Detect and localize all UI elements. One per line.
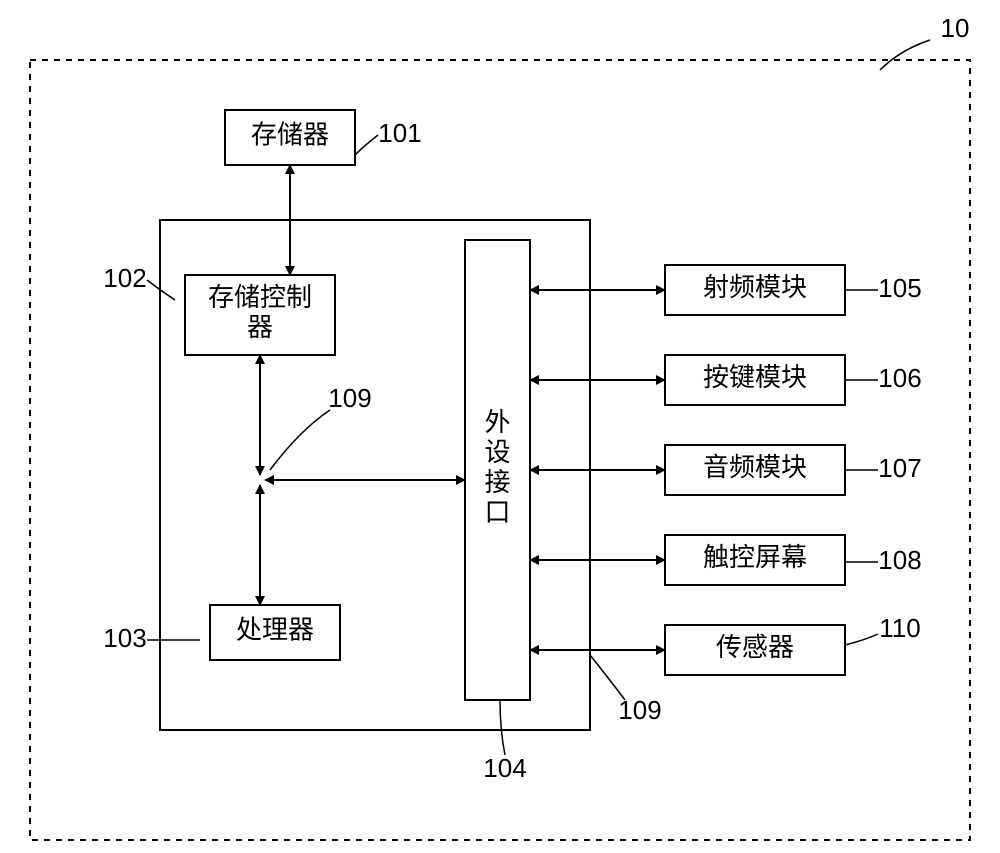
ref-label-r107: 107 xyxy=(878,453,921,483)
ref-label-r103: 103 xyxy=(103,623,146,653)
box-label-memctrl-0: 存储控制 xyxy=(208,283,312,312)
box-touch: 触控屏幕 xyxy=(665,535,845,585)
box-rf: 射频模块 xyxy=(665,265,845,315)
ref-label-r106: 106 xyxy=(878,363,921,393)
leader-r104 xyxy=(500,700,505,755)
box-label-rf-0: 射频模块 xyxy=(703,273,807,302)
ref-label-r101: 101 xyxy=(378,118,421,148)
box-label-periph-1: 设 xyxy=(484,438,510,467)
box-label-periph-3: 口 xyxy=(484,498,510,527)
leader-r109a xyxy=(270,410,330,470)
ref-label-r109a: 109 xyxy=(328,383,371,413)
ref-label-r104: 104 xyxy=(483,753,526,783)
block-diagram: 10 存储器存储控制器处理器 外设接口 射频模块按键模块音频模块触控屏幕传感器 101 1… xyxy=(0,0,1000,853)
box-periph: 外设接口 xyxy=(465,240,530,700)
box-audio: 音频模块 xyxy=(665,445,845,495)
ref-label-r108: 108 xyxy=(878,545,921,575)
box-keys: 按键模块 xyxy=(665,355,845,405)
box-label-keys-0: 按键模块 xyxy=(703,363,807,392)
box-label-periph-0: 外 xyxy=(484,408,510,437)
ref-label-r105: 105 xyxy=(878,273,921,303)
box-label-memctrl-1: 器 xyxy=(247,313,273,342)
box-memctrl: 存储控制器 xyxy=(185,275,335,355)
box-processor: 处理器 xyxy=(210,605,340,660)
leader-10 xyxy=(880,40,930,70)
box-label-memory-0: 存储器 xyxy=(251,120,329,149)
box-label-periph-2: 接 xyxy=(484,468,510,497)
box-label-processor-0: 处理器 xyxy=(236,615,314,644)
ref-label-10: 10 xyxy=(941,13,970,43)
box-sensor: 传感器 xyxy=(665,625,845,675)
box-label-audio-0: 音频模块 xyxy=(703,453,807,482)
leader-r101 xyxy=(355,135,378,155)
box-label-sensor-0: 传感器 xyxy=(716,633,794,662)
ref-label-r110: 110 xyxy=(879,613,920,643)
leader-r109b xyxy=(590,655,625,700)
box-memory: 存储器 xyxy=(225,110,355,165)
leader-r110 xyxy=(845,634,878,645)
box-label-touch-0: 触控屏幕 xyxy=(703,543,807,572)
ref-label-r102: 102 xyxy=(103,263,146,293)
